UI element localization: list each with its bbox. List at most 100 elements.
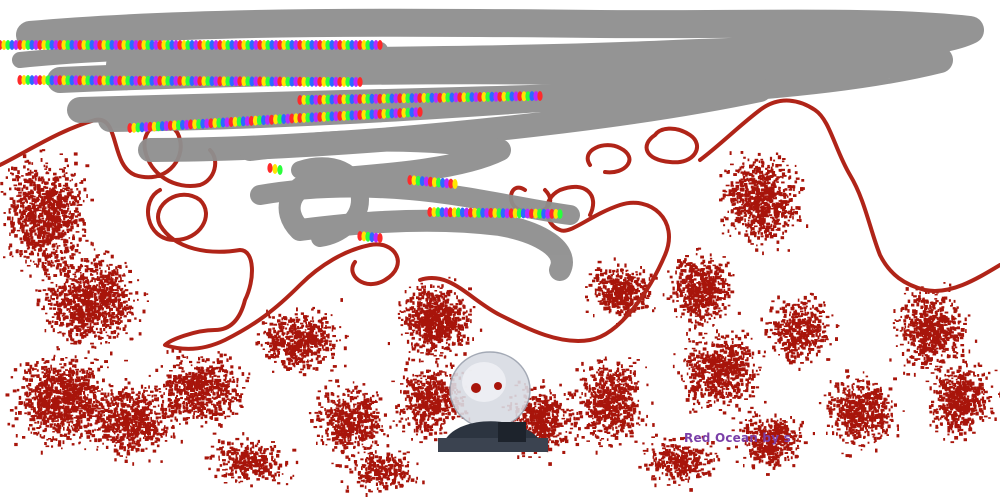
red-speckle [62, 187, 65, 190]
red-speckle [38, 216, 40, 219]
red-speckle [66, 164, 69, 168]
red-speckle [272, 327, 275, 330]
red-speckle [70, 173, 74, 176]
red-speckle [50, 215, 54, 218]
red-speckle [298, 371, 303, 374]
red-speckle [340, 423, 343, 427]
red-speckle [78, 383, 81, 387]
red-speckle [103, 322, 107, 325]
red-speckle [310, 342, 313, 345]
red-speckle [40, 202, 45, 207]
red-speckle [148, 374, 151, 377]
red-speckle [41, 261, 44, 265]
red-speckle [43, 435, 46, 438]
red-speckle [69, 210, 71, 214]
red-speckle [3, 223, 7, 227]
red-speckle [53, 274, 58, 277]
red-speckle [85, 239, 89, 242]
red-speckle [56, 191, 59, 194]
red-speckle [23, 196, 26, 199]
red-speckle [37, 178, 40, 182]
red-speckle [320, 406, 324, 408]
red-speckle [19, 197, 24, 201]
red-speckle [370, 418, 375, 422]
red-speckle [362, 393, 365, 396]
red-speckle [41, 193, 45, 196]
red-speckle [293, 335, 296, 338]
red-speckle [78, 237, 82, 242]
red-speckle [62, 316, 65, 321]
red-speckle [169, 388, 174, 392]
red-speckle [383, 413, 387, 417]
red-speckle [217, 351, 220, 354]
red-speckle [320, 324, 324, 327]
red-speckle [44, 365, 48, 368]
red-speckle [12, 205, 15, 209]
red-speckle [202, 389, 205, 393]
red-speckle [62, 440, 65, 445]
red-speckle [110, 301, 112, 304]
red-speckle [280, 321, 284, 326]
red-speckle [344, 421, 347, 424]
red-speckle [82, 301, 84, 304]
red-speckle [82, 199, 85, 203]
red-speckle [47, 373, 50, 378]
red-speckle [302, 344, 306, 347]
red-speckle [211, 376, 214, 380]
red-speckle [386, 444, 390, 448]
red-speckle [346, 419, 350, 422]
red-speckle [215, 366, 220, 369]
red-speckle [62, 229, 65, 233]
red-speckle [335, 379, 340, 383]
red-speckle [47, 411, 50, 415]
red-speckle [63, 391, 66, 395]
red-speckle [130, 448, 134, 451]
red-speckle [82, 380, 87, 382]
red-speckle [57, 232, 61, 237]
red-speckle [169, 414, 174, 418]
red-speckle [77, 383, 79, 387]
red-speckle [45, 197, 48, 199]
red-speckle [102, 430, 106, 433]
red-speckle [122, 327, 126, 331]
red-speckle [116, 283, 119, 286]
red-speckle [219, 404, 222, 409]
red-speckle [328, 379, 333, 382]
red-speckle [82, 291, 86, 295]
red-speckle [208, 398, 211, 402]
red-speckle [73, 396, 75, 399]
red-speckle [88, 371, 91, 374]
red-speckle [76, 370, 79, 375]
red-speckle [139, 419, 143, 423]
red-speckle [97, 390, 101, 392]
red-speckle [377, 425, 380, 428]
red-speckle [52, 426, 56, 430]
red-speckle [318, 402, 322, 406]
red-speckle [63, 173, 66, 178]
red-speckle [378, 397, 383, 401]
red-speckle [270, 335, 275, 339]
red-speckle [273, 329, 276, 334]
red-speckle [340, 418, 343, 423]
red-speckle [66, 250, 70, 253]
red-speckle [16, 249, 19, 254]
red-speckle [35, 204, 39, 207]
red-speckle [168, 374, 172, 379]
red-speckle [241, 372, 245, 376]
red-speckle [10, 172, 13, 175]
red-speckle [39, 213, 42, 217]
red-speckle [45, 368, 49, 373]
red-speckle [66, 222, 70, 227]
red-speckle [39, 240, 43, 243]
red-speckle [123, 447, 126, 452]
red-speckle [83, 178, 86, 182]
red-speckle [93, 358, 98, 361]
red-speckle [23, 255, 27, 258]
red-speckle [99, 281, 104, 285]
red-speckle [26, 384, 29, 388]
red-speckle [45, 210, 50, 213]
red-speckle [219, 360, 223, 364]
red-speckle [126, 398, 129, 401]
red-speckle [86, 396, 89, 400]
red-speckle [28, 209, 32, 211]
